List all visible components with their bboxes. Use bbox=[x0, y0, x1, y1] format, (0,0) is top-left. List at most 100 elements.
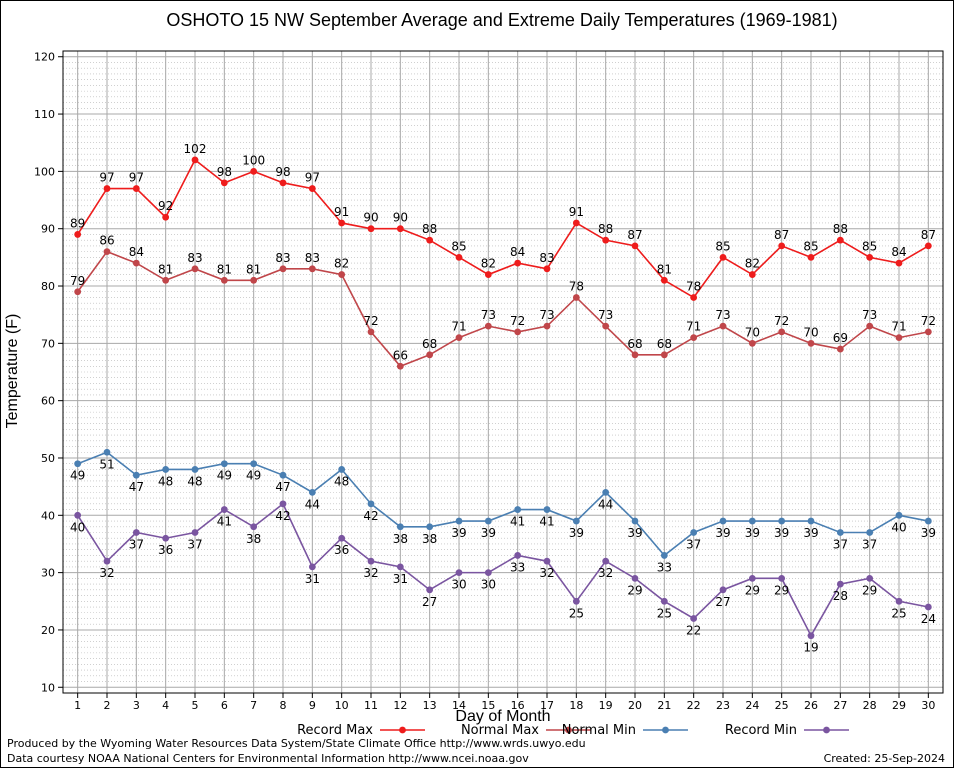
record-min-data-label: 32 bbox=[598, 566, 613, 580]
normal-max-data-label: 73 bbox=[862, 308, 877, 322]
record-min-point bbox=[250, 523, 258, 531]
record-max-point bbox=[484, 271, 492, 278]
normal-max-point bbox=[250, 276, 258, 284]
record-min-data-label: 31 bbox=[393, 572, 408, 586]
normal-min-point bbox=[690, 529, 698, 536]
record-min-data-label: 19 bbox=[803, 641, 818, 655]
normal-min-data-label: 38 bbox=[422, 532, 437, 546]
y-tick-label: 120 bbox=[34, 51, 55, 64]
record-min-data-label: 41 bbox=[217, 515, 232, 529]
x-tick-label: 24 bbox=[745, 699, 759, 712]
record-max-point bbox=[631, 242, 639, 250]
chart-title: OSHOTO 15 NW September Average and Extre… bbox=[166, 10, 837, 30]
record-min-point bbox=[308, 563, 316, 571]
normal-min-data-label: 39 bbox=[803, 526, 818, 540]
x-tick-label: 19 bbox=[599, 699, 613, 712]
record-min-point bbox=[631, 574, 639, 582]
normal-min-data-label: 49 bbox=[70, 469, 85, 483]
x-tick-label: 7 bbox=[250, 699, 257, 712]
normal-max-point bbox=[924, 328, 932, 336]
legend-marker-record-min bbox=[823, 726, 830, 734]
record-max-point bbox=[572, 219, 580, 227]
record-max-data-label: 82 bbox=[481, 257, 496, 271]
plot-border bbox=[62, 50, 944, 694]
normal-max-data-label: 73 bbox=[598, 308, 613, 322]
normal-min-point bbox=[74, 460, 82, 468]
record-min-point bbox=[103, 557, 111, 565]
normal-min-data-label: 44 bbox=[305, 497, 320, 511]
normal-min-data-label: 47 bbox=[129, 480, 144, 494]
normal-max-point bbox=[660, 351, 668, 359]
record-min-point bbox=[484, 569, 492, 577]
normal-min-data-label: 39 bbox=[451, 526, 466, 540]
record-min-data-label: 28 bbox=[833, 589, 848, 603]
record-max-data-label: 85 bbox=[803, 239, 818, 253]
normal-max-point bbox=[338, 271, 346, 278]
record-max-data-label: 97 bbox=[305, 171, 320, 185]
legend-marker-normal-max bbox=[565, 726, 572, 734]
record-min-data-label: 30 bbox=[451, 578, 466, 592]
normal-max-data-label: 66 bbox=[393, 348, 408, 362]
x-tick-label: 30 bbox=[921, 699, 935, 712]
normal-min-data-label: 39 bbox=[569, 526, 584, 540]
x-tick-label: 26 bbox=[804, 699, 818, 712]
normal-max-data-label: 69 bbox=[833, 331, 848, 345]
normal-min-point bbox=[396, 523, 404, 531]
record-min-data-label: 29 bbox=[862, 583, 877, 597]
normal-min-data-label: 48 bbox=[187, 474, 202, 488]
normal-min-point bbox=[308, 488, 316, 496]
normal-max-point bbox=[602, 322, 610, 330]
record-max-data-label: 85 bbox=[451, 239, 466, 253]
normal-min-point bbox=[748, 517, 756, 525]
record-min-data-label: 29 bbox=[774, 583, 789, 597]
x-tick-label: 10 bbox=[335, 699, 349, 712]
record-min-point bbox=[514, 552, 522, 559]
record-min-point bbox=[690, 615, 698, 622]
normal-max-point bbox=[748, 339, 756, 347]
normal-min-point bbox=[836, 529, 844, 536]
normal-min-point bbox=[514, 506, 522, 513]
record-min-point bbox=[807, 632, 815, 640]
record-min-data-label: 31 bbox=[305, 572, 320, 586]
record-max-data-label: 90 bbox=[363, 211, 378, 225]
y-axis: 10 20 30 40 50 60 70 80 90 100 110 120 bbox=[34, 51, 63, 694]
record-max-data-label: 97 bbox=[99, 171, 114, 185]
plot-background bbox=[63, 51, 943, 693]
record-min-point bbox=[455, 569, 463, 577]
legend-label-record-min: Record Min bbox=[725, 723, 797, 738]
record-max-data-label: 88 bbox=[598, 222, 613, 236]
normal-min-point bbox=[543, 506, 551, 513]
record-min-point bbox=[836, 580, 844, 588]
x-tick-label: 11 bbox=[364, 699, 378, 712]
record-max-data-label: 81 bbox=[657, 262, 672, 276]
normal-min-data-label: 39 bbox=[921, 526, 936, 540]
normal-max-point bbox=[220, 276, 228, 284]
record-max-point bbox=[308, 185, 316, 192]
normal-max-point bbox=[543, 322, 551, 330]
x-tick-label: 27 bbox=[833, 699, 847, 712]
record-max-point bbox=[660, 276, 668, 284]
record-max-point bbox=[103, 185, 111, 192]
normal-max-point bbox=[807, 339, 815, 347]
normal-min-data-label: 41 bbox=[510, 515, 525, 529]
record-min-data-label: 30 bbox=[481, 578, 496, 592]
record-max-point bbox=[836, 236, 844, 244]
record-max-point bbox=[719, 253, 727, 261]
normal-min-point bbox=[250, 460, 258, 468]
footer-produced-by: Produced by the Wyoming Water Resources … bbox=[7, 737, 586, 750]
normal-min-data-label: 49 bbox=[246, 469, 261, 483]
normal-min-point bbox=[484, 517, 492, 525]
normal-max-point bbox=[367, 328, 375, 336]
normal-min-data-label: 37 bbox=[833, 538, 848, 552]
normal-min-data-label: 48 bbox=[158, 474, 173, 488]
normal-min-data-label: 42 bbox=[363, 509, 378, 523]
x-tick-label: 4 bbox=[162, 699, 169, 712]
record-min-point bbox=[426, 586, 434, 594]
x-tick-label: 3 bbox=[133, 699, 140, 712]
record-max-data-label: 85 bbox=[715, 239, 730, 253]
x-tick-label: 5 bbox=[192, 699, 199, 712]
normal-min-data-label: 39 bbox=[627, 526, 642, 540]
normal-max-point bbox=[866, 322, 874, 330]
normal-max-point bbox=[836, 345, 844, 353]
record-min-data-label: 25 bbox=[891, 606, 906, 620]
